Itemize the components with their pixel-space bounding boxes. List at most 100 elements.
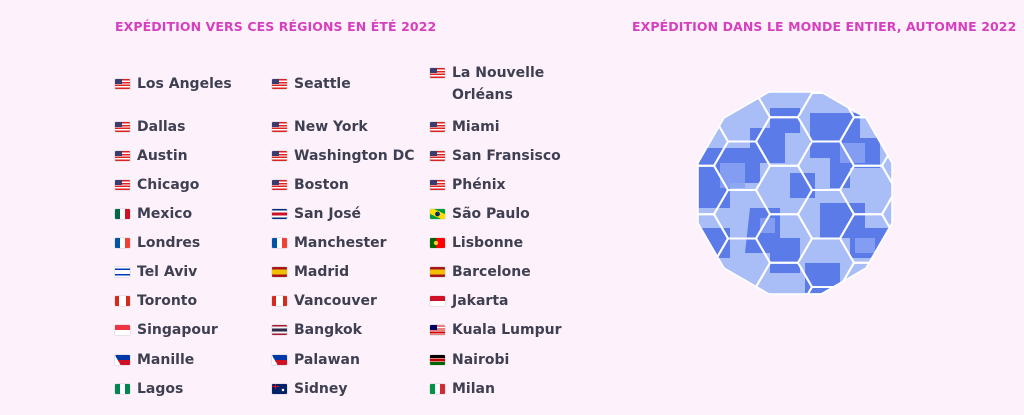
city-item: Toronto [115, 290, 197, 312]
city-item: Vancouver [272, 290, 377, 312]
flag-sg-icon [115, 325, 130, 335]
city-item: Washington DC [272, 145, 415, 167]
city-name: Vancouver [294, 293, 377, 309]
flag-my-icon [430, 325, 445, 335]
city-item: Lagos [115, 378, 183, 400]
city-name: Nairobi [452, 352, 510, 368]
hexagon-globe-icon [697, 91, 893, 295]
flag-us-icon [272, 151, 287, 161]
globe-hex-cell [880, 237, 892, 288]
flag-cr-icon [272, 209, 287, 219]
city-item: Bangkok [272, 319, 362, 341]
globe-hex-cell [880, 286, 892, 294]
city-item: Lisbonne [430, 232, 523, 254]
flag-us-icon [430, 68, 445, 78]
city-name: Washington DC [294, 148, 415, 164]
city-name: Dallas [137, 119, 186, 135]
city-name: Barcelone [452, 264, 531, 280]
flag-ng-icon [115, 384, 130, 394]
city-name: Austin [137, 148, 188, 164]
flag-us-icon [115, 180, 130, 190]
city-item: Los Angeles [115, 73, 232, 95]
flag-us-icon [272, 180, 287, 190]
city-item: Kuala Lumpur [430, 319, 562, 341]
city-list: Los Angeles Seattle La Nouvelle Orléans Dal… [115, 63, 585, 408]
city-item: Manille [115, 349, 194, 371]
city-name: Sidney [294, 381, 348, 397]
city-name: Lagos [137, 381, 184, 397]
city-name: Toronto [137, 293, 198, 309]
flag-mx-icon [115, 209, 130, 219]
flag-us-icon [115, 122, 130, 132]
city-name: São Paulo [452, 206, 530, 222]
city-name: Manchester [294, 235, 387, 251]
city-name: Mexico [137, 206, 193, 222]
city-item: New York [272, 116, 368, 138]
city-item: Barcelone [430, 261, 531, 283]
city-item: Miami [430, 116, 500, 138]
city-item: Palawan [272, 349, 360, 371]
city-name: New York [294, 119, 368, 135]
city-name: Madrid [294, 264, 350, 280]
city-name: Londres [137, 235, 201, 251]
city-name: San Fransisco [452, 148, 561, 164]
city-item: São Paulo [430, 203, 530, 225]
flag-us-icon [115, 151, 130, 161]
city-item: Sidney [272, 378, 348, 400]
city-name: Milan [452, 381, 495, 397]
city-item: Nairobi [430, 349, 509, 371]
city-item: Chicago [115, 174, 199, 196]
flag-il-icon [115, 267, 130, 277]
flag-es-icon [430, 267, 445, 277]
flag-br-icon [430, 209, 445, 219]
city-name: Chicago [137, 177, 200, 193]
city-item: Jakarta [430, 290, 508, 312]
flag-us-icon [115, 79, 130, 89]
city-name: Palawan [294, 352, 360, 368]
flag-fr-icon [272, 238, 287, 248]
autumn-heading: EXPÉDITION DANS LE MONDE ENTIER, AUTOMNE… [632, 19, 1017, 34]
globe-hex-cell [698, 92, 730, 119]
city-item: Londres [115, 232, 200, 254]
city-name: Seattle [294, 76, 351, 92]
city-name: Bangkok [294, 322, 362, 338]
summer-heading: EXPÉDITION VERS CES RÉGIONS EN ÉTÉ 2022 [115, 19, 437, 34]
globe-hex-cell [880, 140, 892, 191]
city-item: Phénix [430, 174, 506, 196]
flag-us-icon [430, 122, 445, 132]
flag-ph-icon [272, 355, 287, 365]
flag-es-icon [272, 267, 287, 277]
city-item: San Fransisco [430, 145, 561, 167]
city-item: Austin [115, 145, 188, 167]
flag-au-icon [272, 384, 287, 394]
city-item: Seattle [272, 73, 351, 95]
city-item: Boston [272, 174, 349, 196]
globe-hex-cell [712, 92, 772, 94]
flag-us-icon [430, 151, 445, 161]
flag-us-icon [430, 180, 445, 190]
city-item: Madrid [272, 261, 349, 283]
globe-hex-cell [880, 92, 892, 143]
flag-us-icon [272, 122, 287, 132]
city-name: San José [294, 206, 362, 222]
city-name: Jakarta [452, 293, 509, 309]
city-name: La Nouvelle Orléans [452, 65, 545, 103]
city-name: Miami [452, 119, 500, 135]
city-name: Boston [294, 177, 349, 193]
flag-ca-icon [272, 296, 287, 306]
city-item: Tel Aviv [115, 261, 197, 283]
flag-pt-icon [430, 238, 445, 248]
city-item: San José [272, 203, 361, 225]
globe-hex-cell [880, 92, 892, 94]
globe-hex-cell [880, 189, 892, 240]
flag-ph-icon [115, 355, 130, 365]
city-name: Tel Aviv [137, 264, 198, 280]
flag-ke-icon [430, 355, 445, 365]
city-item: Mexico [115, 203, 192, 225]
globe-hex-cell [698, 261, 730, 294]
city-item: Singapour [115, 319, 218, 341]
flag-us-icon [272, 79, 287, 89]
flag-fr-icon [115, 238, 130, 248]
city-name: Manille [137, 352, 195, 368]
flag-id-icon [430, 296, 445, 306]
